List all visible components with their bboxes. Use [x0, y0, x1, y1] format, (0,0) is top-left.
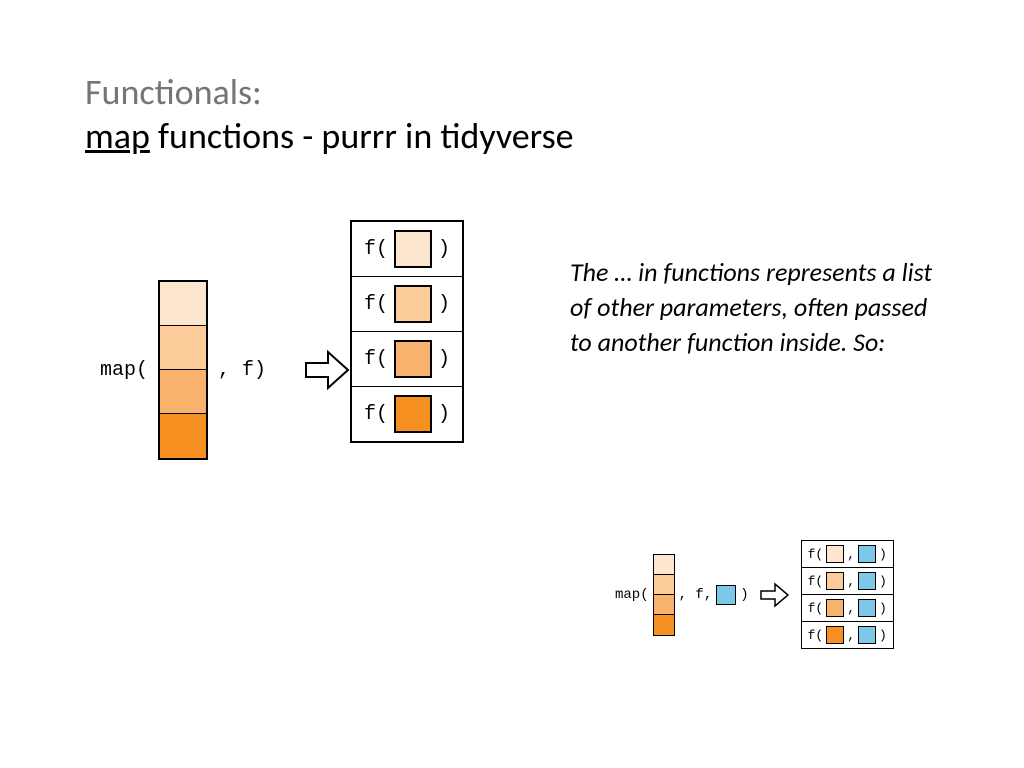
comma-f-close-label: , f)	[218, 359, 266, 382]
close-paren: )	[438, 348, 450, 371]
out-sq-left	[826, 572, 844, 590]
f-open-sm: f(	[808, 601, 824, 616]
row-close-sm: )	[879, 628, 887, 643]
output-square	[394, 230, 432, 268]
output-row-sm: f( , )	[802, 541, 893, 568]
close-paren: )	[438, 293, 450, 316]
row-close-sm: )	[879, 601, 887, 616]
f-open-sm: f(	[808, 628, 824, 643]
f-open: f(	[364, 238, 388, 261]
output-square	[394, 340, 432, 378]
row-close-sm: )	[879, 547, 887, 562]
f-open: f(	[364, 348, 388, 371]
comma-f-comma-label: , f,	[679, 587, 713, 603]
input-cell	[160, 370, 206, 414]
map-diagram-large-output: f( ) f( ) f( ) f( )	[350, 220, 464, 443]
input-cell	[160, 326, 206, 370]
input-cell-sm	[654, 575, 674, 595]
output-square	[394, 285, 432, 323]
output-row: f( )	[352, 387, 462, 441]
input-cell-sm	[654, 615, 674, 635]
output-row: f( )	[352, 332, 462, 387]
param-square	[716, 585, 736, 605]
map-diagram-small-output: f( , ) f( , ) f( , ) f( , )	[801, 540, 894, 649]
title-line-1: Functionals:	[85, 70, 574, 114]
f-open-sm: f(	[808, 547, 824, 562]
close-paren: )	[438, 238, 450, 261]
out-sq-right	[858, 545, 876, 563]
explanation-text: The … in functions represents a list of …	[570, 255, 950, 360]
out-sq-right	[858, 572, 876, 590]
f-open: f(	[364, 293, 388, 316]
row-close-sm: )	[879, 574, 887, 589]
output-row-sm: f( , )	[802, 568, 893, 595]
out-sq-left	[826, 545, 844, 563]
out-sq-right	[858, 626, 876, 644]
comma-sm: ,	[847, 547, 855, 562]
slide-title: Functionals: map functions - purrr in ti…	[85, 70, 574, 158]
input-cell	[160, 414, 206, 458]
output-square	[394, 395, 432, 433]
arrow-icon	[304, 348, 352, 392]
input-cell-sm	[654, 595, 674, 615]
map-open-label: map(	[100, 359, 148, 382]
f-open: f(	[364, 403, 388, 426]
output-row: f( )	[352, 277, 462, 332]
input-vector-sm	[653, 554, 675, 636]
comma-sm: ,	[847, 628, 855, 643]
title-rest: functions - purrr in tidyverse	[150, 114, 574, 158]
f-open-sm: f(	[808, 574, 824, 589]
out-sq-left	[826, 599, 844, 617]
map-open-label-sm: map(	[615, 587, 649, 603]
input-vector	[158, 280, 208, 460]
title-underlined-word: map	[85, 114, 150, 158]
close-paren: )	[438, 403, 450, 426]
out-sq-left	[826, 626, 844, 644]
map-diagram-large-input: map( , f)	[100, 280, 362, 460]
map-diagram-small: map( , f, ) f( , ) f( , ) f( ,	[615, 540, 894, 649]
output-row-sm: f( , )	[802, 595, 893, 622]
out-sq-right	[858, 599, 876, 617]
comma-sm: ,	[847, 574, 855, 589]
title-line-2: map functions - purrr in tidyverse	[85, 114, 574, 158]
output-row: f( )	[352, 222, 462, 277]
comma-sm: ,	[847, 601, 855, 616]
close-paren-sm: )	[740, 587, 748, 603]
input-cell	[160, 282, 206, 326]
output-row-sm: f( , )	[802, 622, 893, 648]
input-cell-sm	[654, 555, 674, 575]
arrow-icon	[759, 581, 791, 609]
